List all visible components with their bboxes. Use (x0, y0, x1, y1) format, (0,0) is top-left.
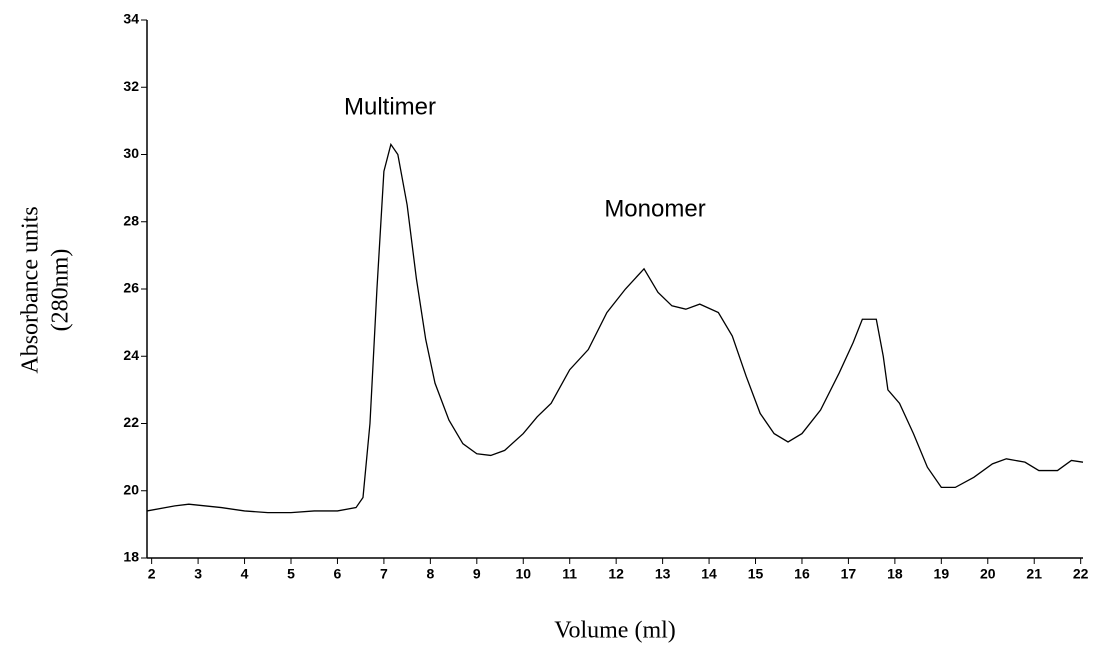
x-tick-label: 13 (655, 566, 671, 582)
x-tick-label: 15 (748, 566, 764, 582)
x-tick-label: 7 (380, 566, 388, 582)
x-tick-label: 6 (334, 566, 342, 582)
x-tick-label: 11 (562, 566, 577, 582)
y-tick-label: 30 (123, 145, 139, 161)
x-tick-label: 22 (1073, 566, 1089, 582)
x-tick-label: 17 (841, 566, 857, 582)
y-tick-label: 32 (123, 78, 139, 94)
x-tick-label: 2 (148, 566, 156, 582)
x-tick-label: 4 (241, 566, 249, 582)
annotation: Multimer (344, 93, 436, 120)
x-tick-label: 16 (794, 566, 810, 582)
y-tick-label: 22 (123, 414, 139, 430)
x-tick-label: 9 (473, 566, 481, 582)
annotation: Monomer (604, 195, 705, 222)
line-series (146, 142, 1084, 514)
x-axis-label: Volume (ml) (554, 618, 676, 644)
x-tick-label: 21 (1026, 566, 1042, 582)
y-axis-label: (280nm) (48, 249, 74, 332)
x-tick-label: 19 (934, 566, 950, 582)
y-tick-label: 18 (123, 549, 139, 565)
x-tick-label: 18 (887, 566, 903, 582)
x-tick-label: 5 (287, 566, 295, 582)
y-tick-label: 20 (123, 481, 139, 497)
x-tick-label: 8 (426, 566, 434, 582)
y-tick-label: 28 (123, 212, 139, 228)
y-axis-label: Absorbance units (18, 206, 44, 373)
x-tick-label: 10 (515, 566, 531, 582)
x-tick-label: 20 (980, 566, 996, 582)
y-tick-label: 34 (123, 11, 139, 27)
y-tick-label: 26 (123, 280, 139, 296)
y-tick-label: 24 (123, 347, 139, 363)
x-tick-label: 14 (701, 566, 717, 582)
x-tick-label: 12 (608, 566, 624, 582)
x-tick-label: 3 (194, 566, 202, 582)
